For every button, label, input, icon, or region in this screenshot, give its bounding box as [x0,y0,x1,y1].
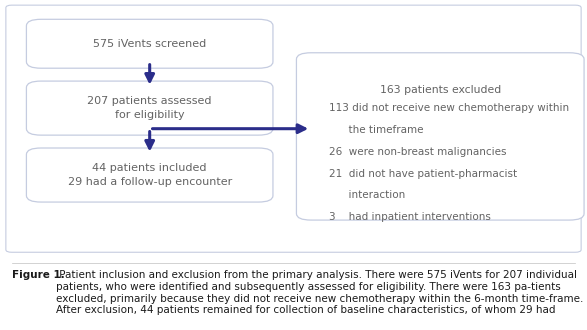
Text: 21  did not have patient-pharmacist: 21 did not have patient-pharmacist [329,169,517,179]
Text: 163 patients excluded: 163 patients excluded [380,85,501,95]
FancyBboxPatch shape [6,5,581,252]
Text: 3    had inpatient interventions: 3 had inpatient interventions [329,213,491,222]
Text: 26  were non-breast malignancies: 26 were non-breast malignancies [329,147,506,157]
Text: Figure 1.: Figure 1. [12,271,65,280]
Text: 207 patients assessed
for eligibility: 207 patients assessed for eligibility [87,96,212,120]
FancyBboxPatch shape [26,148,273,202]
FancyBboxPatch shape [26,19,273,68]
Text: Patient inclusion and exclusion from the primary analysis. There were 575 iVents: Patient inclusion and exclusion from the… [56,271,583,315]
Text: interaction: interaction [329,190,405,201]
FancyBboxPatch shape [296,53,584,220]
Text: the timeframe: the timeframe [329,125,423,135]
Text: 575 iVents screened: 575 iVents screened [93,39,206,49]
Text: 44 patients included
29 had a follow-up encounter: 44 patients included 29 had a follow-up … [68,163,232,187]
FancyBboxPatch shape [26,81,273,135]
Text: 113 did not receive new chemotherapy within: 113 did not receive new chemotherapy wit… [329,103,569,113]
